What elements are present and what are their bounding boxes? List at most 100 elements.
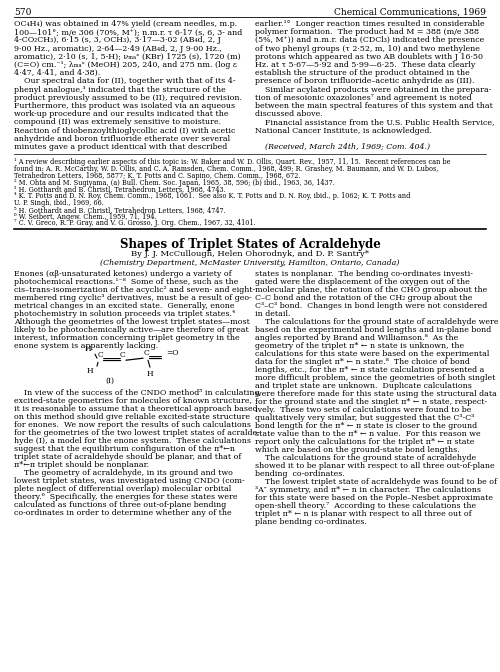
Text: H: H <box>146 370 154 378</box>
Text: and triplet state are unknown.  Duplicate calculations: and triplet state are unknown. Duplicate… <box>255 382 472 390</box>
Text: compound (II) was extremely sensitive to moisture.: compound (II) was extremely sensitive to… <box>14 118 221 126</box>
Text: Enones (αβ-unsaturated ketones) undergo a variety of: Enones (αβ-unsaturated ketones) undergo … <box>14 270 232 278</box>
Text: showed it to be planar with respect to all three out-of-plane: showed it to be planar with respect to a… <box>255 462 494 470</box>
Text: establish the structure of the product obtained in the: establish the structure of the product o… <box>255 69 470 77</box>
Text: 4-CO₂CH₃), 6·15 (s, 3, OCH₃), 3·17—3·02 (AB₄d, 2, J: 4-CO₂CH₃), 6·15 (s, 3, OCH₃), 3·17—3·02 … <box>14 36 221 44</box>
Text: National Cancer Institute, is acknowledged.: National Cancer Institute, is acknowledg… <box>255 126 432 134</box>
Text: between the main spectral features of this system and that: between the main spectral features of th… <box>255 102 493 110</box>
Text: calculated as functions of three out-of-plane bending: calculated as functions of three out-of-… <box>14 501 226 509</box>
Text: minutes gave a product identical with that described: minutes gave a product identical with th… <box>14 143 227 151</box>
Text: C: C <box>120 351 126 360</box>
Text: The calculations for the ground state of acraldehyde: The calculations for the ground state of… <box>255 454 476 462</box>
Text: Hz. at τ 5·67—5·92 and 5·99—6·25.  These data clearly: Hz. at τ 5·67—5·92 and 5·99—6·25. These … <box>255 61 476 69</box>
Text: ³ H. Gotthardt and B. Christl, Tetrahedron Letters, 1968, 4743.: ³ H. Gotthardt and B. Christl, Tetrahedr… <box>14 185 226 194</box>
Text: polymer formation.  The product had M = 388 (m/e 388: polymer formation. The product had M = 3… <box>255 28 479 36</box>
Text: qualitatively very similar, but suggested that the C³-C³: qualitatively very similar, but suggeste… <box>255 414 474 422</box>
Text: Although the geometries of the lowest triplet states—most: Although the geometries of the lowest tr… <box>14 319 250 326</box>
Text: ively.  These two sets of calculations were found to be: ively. These two sets of calculations we… <box>255 406 472 414</box>
Text: 4·47, 4·41, and 4·38).: 4·47, 4·41, and 4·38). <box>14 69 100 77</box>
Text: membered ring cyclic³ derivatives, must be a result of geo-: membered ring cyclic³ derivatives, must … <box>14 294 252 302</box>
Text: The calculations for the ground state of acraldehyde were: The calculations for the ground state of… <box>255 319 498 326</box>
Text: calculations for this state were based on the experimental: calculations for this state were based o… <box>255 350 490 358</box>
Text: Similar acylated products were obtained in the prepara-: Similar acylated products were obtained … <box>255 85 492 93</box>
Text: report only the calculations for the triplet π* ← π state: report only the calculations for the tri… <box>255 438 474 446</box>
Text: H: H <box>86 367 93 375</box>
Text: ⁷ C. V. Greco, R. P. Gray, and V. G. Grosso, J. Org. Chem., 1967, 32, 4101.: ⁷ C. V. Greco, R. P. Gray, and V. G. Gro… <box>14 219 256 227</box>
Text: In view of the success of the CNDO method⁵ in calculating: In view of the success of the CNDO metho… <box>14 389 260 397</box>
Text: triplet state of acraldehyde should be planar, and that of: triplet state of acraldehyde should be p… <box>14 453 241 461</box>
Text: bending  co-ordinates.: bending co-ordinates. <box>255 470 345 478</box>
Text: Furthermore, this product was isolated via an aqueous: Furthermore, this product was isolated v… <box>14 102 235 110</box>
Text: presence of boron trifluoride–acetic anhydride as (III).: presence of boron trifluoride–acetic anh… <box>255 77 474 85</box>
Text: Our spectral data for (II), together with that of its 4-: Our spectral data for (II), together wit… <box>14 77 235 85</box>
Text: on this method should give reliable excited-state structure: on this method should give reliable exci… <box>14 413 250 421</box>
Text: ⁵ H. Gotthardt and B. Christl, Tetrahedron Letters, 1968, 4747.: ⁵ H. Gotthardt and B. Christl, Tetrahedr… <box>14 206 226 214</box>
Text: OC₄H₄) was obtained in 47% yield (cream needles, m.p.: OC₄H₄) was obtained in 47% yield (cream … <box>14 20 237 28</box>
Text: (5%, M⁺)) and n.m.r. data (CDCl₃) indicated the presence: (5%, M⁺)) and n.m.r. data (CDCl₃) indica… <box>255 36 484 44</box>
Text: bond length for the π* ← π state is closer to the ground: bond length for the π* ← π state is clos… <box>255 422 477 430</box>
Text: ² M. Ohta and M. Sugiyama, (a) Bull. Chem. Soc. Japan, 1965, 38, 596; (b) ibid.,: ² M. Ohta and M. Sugiyama, (a) Bull. Che… <box>14 179 335 187</box>
Text: co-ordinates in order to determine whether any of the: co-ordinates in order to determine wheth… <box>14 509 232 517</box>
Text: ¹ A review describing earlier aspects of this topic is: W. Baker and W. D. Ollis: ¹ A review describing earlier aspects of… <box>14 158 450 166</box>
Text: H: H <box>84 345 91 353</box>
Text: (Chemistry Department, McMaster University, Hamilton, Ontario, Canada): (Chemistry Department, McMaster Universi… <box>100 259 400 267</box>
Text: for the geometries of the two lowest triplet states of acralde-: for the geometries of the two lowest tri… <box>14 429 260 437</box>
Text: work-up procedure and our results indicated that the: work-up procedure and our results indica… <box>14 110 228 118</box>
Text: U. P. Singh, ibid., 1969, 66.: U. P. Singh, ibid., 1969, 66. <box>14 199 104 207</box>
Text: likely to be photochemically active—are therefore of great: likely to be photochemically active—are … <box>14 326 249 334</box>
Text: Tetrahedron Letters, 1968, 5877; K. T. Potts and C. Sapino, Chem. Comm., 1968, 6: Tetrahedron Letters, 1968, 5877; K. T. P… <box>14 172 300 180</box>
Text: Reaction of thiobenzoylthioglycollic acid (I) with acetic: Reaction of thiobenzoylthioglycollic aci… <box>14 126 235 134</box>
Text: plete neglect of differential overlap) molecular orbital: plete neglect of differential overlap) m… <box>14 485 231 493</box>
Text: angles reported by Brand and Williamson.⁸  As the: angles reported by Brand and Williamson.… <box>255 334 458 342</box>
Text: By J. J. McCullough, Helen Ohorodnyk, and D. P. Santry*: By J. J. McCullough, Helen Ohorodnyk, an… <box>131 250 369 258</box>
Text: 100—101°; m/e 306 (70%, M⁺); n.m.r. τ 6·17 (s, 6, 3- and: 100—101°; m/e 306 (70%, M⁺); n.m.r. τ 6·… <box>14 28 242 36</box>
Text: for enones.  We now report the results of such calculations: for enones. We now report the results of… <box>14 421 251 429</box>
Text: metrical changes in an excited state.  Generally, enone: metrical changes in an excited state. Ge… <box>14 302 234 310</box>
Text: product previously assumed to be (II), required revision.: product previously assumed to be (II), r… <box>14 94 242 101</box>
Text: based on the experimental bond lengths and in-plane bond: based on the experimental bond lengths a… <box>255 326 491 334</box>
Text: plane bending co-ordinates.: plane bending co-ordinates. <box>255 518 367 526</box>
Text: triplet π* ← n is planar with respect to all three out of: triplet π* ← n is planar with respect to… <box>255 510 472 518</box>
Text: interest, information concerning triplet geometry in the: interest, information concerning triplet… <box>14 334 239 342</box>
Text: cis–trans-isomerization of the acyclic² and seven- and eight-: cis–trans-isomerization of the acyclic² … <box>14 286 256 294</box>
Text: of two phenyl groups (τ 2·52, m, 10) and two methylene: of two phenyl groups (τ 2·52, m, 10) and… <box>255 44 480 52</box>
Text: for this state were based on the Pople–Nesbet approximate: for this state were based on the Pople–N… <box>255 494 493 502</box>
Text: state value than to the π* ← n value.  For this reason we: state value than to the π* ← n value. Fo… <box>255 430 480 438</box>
Text: (Received, March 24th, 1969; Com. 404.): (Received, March 24th, 1969; Com. 404.) <box>255 143 430 151</box>
Text: theory.⁶  Specifically, the energies for these states were: theory.⁶ Specifically, the energies for … <box>14 493 237 501</box>
Text: more difficult problem, since the geometries of both singlet: more difficult problem, since the geomet… <box>255 374 496 382</box>
Text: C: C <box>97 351 103 360</box>
Text: data for the singlet π* ← n state.⁸  The choice of bond: data for the singlet π* ← n state.⁸ The … <box>255 358 470 366</box>
Text: geometry of the triplet π* ← n state is unknown, the: geometry of the triplet π* ← n state is … <box>255 342 464 350</box>
Text: it is reasonable to assume that a theoretical approach based: it is reasonable to assume that a theore… <box>14 405 258 413</box>
Text: anhydride and boron trifluoride etherate over several: anhydride and boron trifluoride etherate… <box>14 135 230 143</box>
Text: lengths, etc., for the π* ← π state calculation presented a: lengths, etc., for the π* ← π state calc… <box>255 366 484 374</box>
Text: π*←π triplet should be nonplanar.: π*←π triplet should be nonplanar. <box>14 461 149 469</box>
Text: Chemical Communications, 1969: Chemical Communications, 1969 <box>334 8 486 17</box>
Text: open-shell theory.⁷  According to these calculations the: open-shell theory.⁷ According to these c… <box>255 502 476 510</box>
Text: phenyl analogue,³ indicated that the structure of the: phenyl analogue,³ indicated that the str… <box>14 85 226 93</box>
Text: C–C bond and the rotation of the CH₂ group about the: C–C bond and the rotation of the CH₂ gro… <box>255 294 472 302</box>
Text: protons which appeared as two AB doublets with J 16·50: protons which appeared as two AB doublet… <box>255 53 483 60</box>
Text: states is nonplanar.  The bending co-ordinates investi-: states is nonplanar. The bending co-ordi… <box>255 270 473 278</box>
Text: aromatic), 2·10 (s, 1, 5-H); νₘₐˣ (KBr) 1725 (s), 1720 (m): aromatic), 2·10 (s, 1, 5-H); νₘₐˣ (KBr) … <box>14 53 241 60</box>
Text: suggest that the equilibrium configuration of the π*←n: suggest that the equilibrium configurati… <box>14 445 235 453</box>
Text: =O: =O <box>166 349 178 358</box>
Text: lowest triplet states, was investigated using CNDO (com-: lowest triplet states, was investigated … <box>14 477 244 485</box>
Text: which are based on the ground-state bond lengths.: which are based on the ground-state bond… <box>255 446 460 454</box>
Text: earlier.¹°  Longer reaction times resulted in considerable: earlier.¹° Longer reaction times resulte… <box>255 20 484 28</box>
Text: were therefore made for this state using the structural data: were therefore made for this state using… <box>255 390 497 398</box>
Text: photochemical reactions.¹⁻⁸  Some of these, such as the: photochemical reactions.¹⁻⁸ Some of thes… <box>14 278 238 286</box>
Text: Financial assistance from the U.S. Public Health Service,: Financial assistance from the U.S. Publi… <box>255 118 494 126</box>
Text: tion of mesoionic oxazolones⁷ and agreement is noted: tion of mesoionic oxazolones⁷ and agreem… <box>255 94 472 101</box>
Text: photochemistry in solution proceeds via triplet states.⁴: photochemistry in solution proceeds via … <box>14 310 235 319</box>
Text: 570: 570 <box>14 8 32 17</box>
Text: ⁴ K. T. Potts and D. N. Roy, Chem. Comm., 1968, 1061.  See also K. T. Potts and : ⁴ K. T. Potts and D. N. Roy, Chem. Comm.… <box>14 192 410 200</box>
Text: The lowest triplet state of acraldehyde was found to be of: The lowest triplet state of acraldehyde … <box>255 478 497 487</box>
Text: ⁶ W. Seibert, Angew. Chem., 1959, 71, 194.: ⁶ W. Seibert, Angew. Chem., 1959, 71, 19… <box>14 212 156 220</box>
Text: Shapes of Triplet States of Acraldehyde: Shapes of Triplet States of Acraldehyde <box>120 238 380 251</box>
Text: gated were the displacement of the oxygen out of the: gated were the displacement of the oxyge… <box>255 278 470 286</box>
Text: 9·00 Hz., aromatic), 2·64—2·49 (AB₄d, 2, J 9·00 Hz.,: 9·00 Hz., aromatic), 2·64—2·49 (AB₄d, 2,… <box>14 44 222 52</box>
Text: excited-state geometries for molecules of known structure,: excited-state geometries for molecules o… <box>14 397 252 405</box>
Text: molecular plane, the rotation of the CHO group about the: molecular plane, the rotation of the CHO… <box>255 286 487 294</box>
